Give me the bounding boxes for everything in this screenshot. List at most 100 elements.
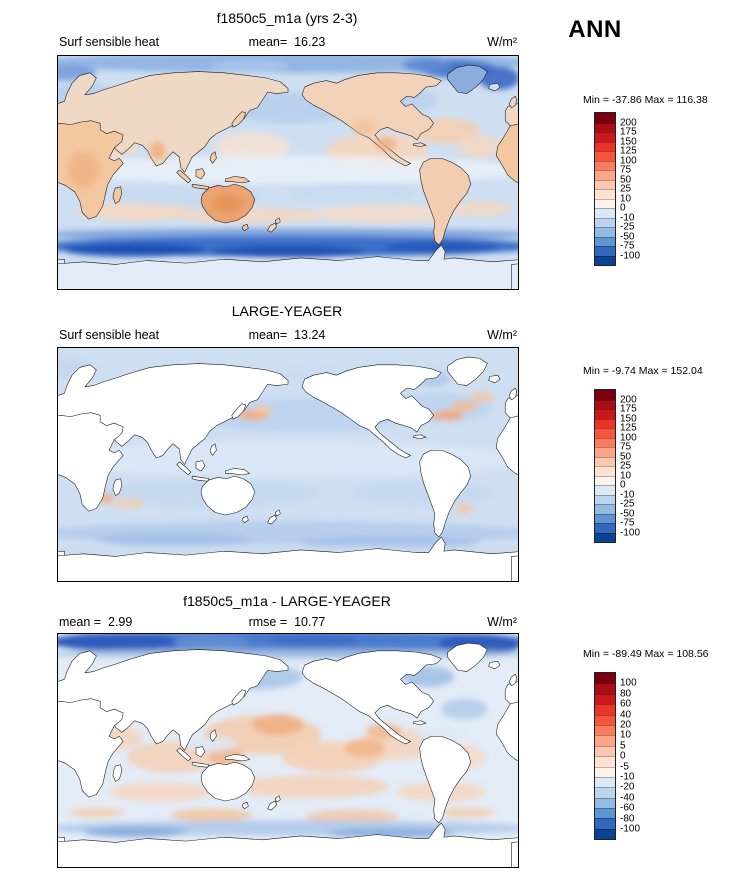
panel3-header: mean = 2.99 rmse = 10.77 W/m²: [57, 615, 517, 630]
field-blob: [451, 401, 478, 412]
continent-tasmania: [241, 223, 249, 232]
colorbar-tick-label: 75: [620, 164, 632, 176]
colorbar-tick-label: 175: [620, 126, 637, 138]
colorbar-cell: [595, 179, 615, 189]
field-blob: [305, 810, 398, 823]
colorbar-tick-label: -50: [620, 231, 635, 242]
colorbar-cell: [595, 208, 615, 218]
continent-antarctica: [511, 263, 518, 289]
colorbar-tick-label: -10: [620, 489, 635, 500]
colorbar-tick-label: -10: [620, 771, 635, 783]
continent-antarctica: [511, 841, 518, 867]
field-blob: [64, 243, 205, 257]
colorbar-cell: [595, 227, 615, 237]
continent-newguinea: [225, 754, 250, 762]
field-blob: [211, 59, 288, 73]
continent-antarctica: [58, 536, 518, 581]
panel1-title: f1850c5_m1a (yrs 2-3): [216, 10, 358, 26]
colorbar-tick-label: 125: [620, 422, 637, 434]
field-blob: [212, 194, 244, 213]
map-panel-obs: [57, 347, 519, 582]
units-label: W/m²: [487, 35, 517, 49]
field-blob: [112, 498, 144, 509]
colorbar-cell: [595, 122, 615, 132]
field-blob: [68, 151, 99, 189]
continent-africa: [58, 412, 124, 512]
field-blob: [344, 738, 386, 757]
colorbar-cell: [595, 724, 615, 736]
colorbar-tick-label: 100: [620, 677, 637, 689]
continent-philippines: [209, 151, 217, 164]
panel2-colorbar: 200 175 150 125 100 75 50 25 10 0 -10 -25 -50 -75 -100: [594, 389, 640, 543]
colorbar-tick-label: -25: [620, 221, 635, 233]
continent-southamerica: [419, 157, 472, 246]
continent-greenland: [447, 642, 488, 672]
colorbar-cell: [595, 170, 615, 180]
colorbar-tick-label: -75: [620, 517, 635, 529]
colorbar-cell: [595, 818, 615, 829]
field-blob: [68, 807, 125, 818]
colorbar-cell: [595, 787, 615, 798]
continent-newguinea: [225, 176, 250, 184]
colorbar-cell: [595, 113, 615, 123]
continent-newzealand: [267, 795, 281, 811]
continent-southamerica: [419, 449, 472, 538]
colorbar-cell: [595, 437, 615, 447]
continent-borneo: [195, 746, 206, 758]
continent-newzealand: [267, 509, 281, 525]
continent-eurasia: [58, 649, 289, 751]
continent-uk: [508, 673, 518, 687]
panel2-title: LARGE-YEAGER: [231, 303, 343, 319]
continent-borneo: [195, 460, 206, 472]
colorbar-cell: [595, 475, 615, 485]
colorbar-tick-label: 60: [620, 698, 632, 710]
colorbar-cell: [595, 428, 615, 438]
units-label: W/m²: [487, 615, 517, 629]
colorbar-tick-label: -50: [620, 508, 635, 519]
colorbar-tick-label: 25: [620, 183, 632, 195]
colorbar-cell: [595, 390, 615, 400]
continent-sumatra: [176, 169, 192, 184]
continent-antarctica: [511, 555, 518, 581]
continent-japan: [231, 111, 247, 128]
continent-newguinea: [225, 468, 250, 476]
field-blob: [96, 533, 250, 547]
colorbar-tick-label: -5: [620, 761, 629, 773]
continent-eurasia: [504, 681, 518, 709]
colorbar-cell: [595, 189, 615, 199]
field-blob: [173, 635, 250, 649]
continent-madagascar: [112, 478, 123, 496]
panel1-colorbar: 200 175 150 125 100 75 50 25 10 0 -10 -25 -50 -75 -100: [594, 112, 640, 266]
colorbar-cell: [595, 160, 615, 170]
colorbar-cell: [595, 132, 615, 142]
continent-africa: [495, 415, 518, 475]
colorbar-tick-label: 150: [620, 413, 637, 424]
field-blob: [170, 808, 253, 822]
field-blob: [58, 634, 180, 651]
field-blob: [403, 57, 449, 73]
field-blob: [438, 807, 495, 818]
colorbar-tick-label: 0: [620, 750, 626, 762]
continent-japan: [231, 403, 247, 420]
colorbar-tick-label: -100: [620, 823, 641, 835]
colorbar-cell: [595, 399, 615, 409]
continent-newzealand: [267, 217, 281, 233]
map-panel-difference: [57, 633, 519, 868]
continent-australia: [200, 761, 256, 802]
field-blob: [150, 141, 166, 160]
colorbar-tick-label: -10: [620, 212, 635, 223]
panel2-minmax: Min = -9.74 Max = 152.04: [583, 365, 703, 377]
panel1-header: Surf sensible heat mean= 16.23 W/m²: [57, 35, 517, 50]
colorbar-tick-label: 10: [620, 729, 632, 741]
panel3-colorbar: 100 80 60 40 20 10 5 0 -5 -10 -20 -40 -60 -80 -100: [594, 672, 640, 841]
panel3-title: f1850c5_m1a - LARGE-YEAGER: [183, 593, 391, 609]
mean-label: mean = 2.99: [59, 615, 133, 629]
colorbar-cell: [595, 735, 615, 746]
colorbar-cell: [595, 217, 615, 227]
colorbar-cell: [595, 797, 615, 809]
colorbar-cell: [595, 756, 615, 767]
field-blob: [288, 182, 416, 204]
continent-africa: [495, 123, 518, 183]
units-label: W/m²: [487, 328, 517, 342]
continent-greenland: [447, 356, 488, 386]
